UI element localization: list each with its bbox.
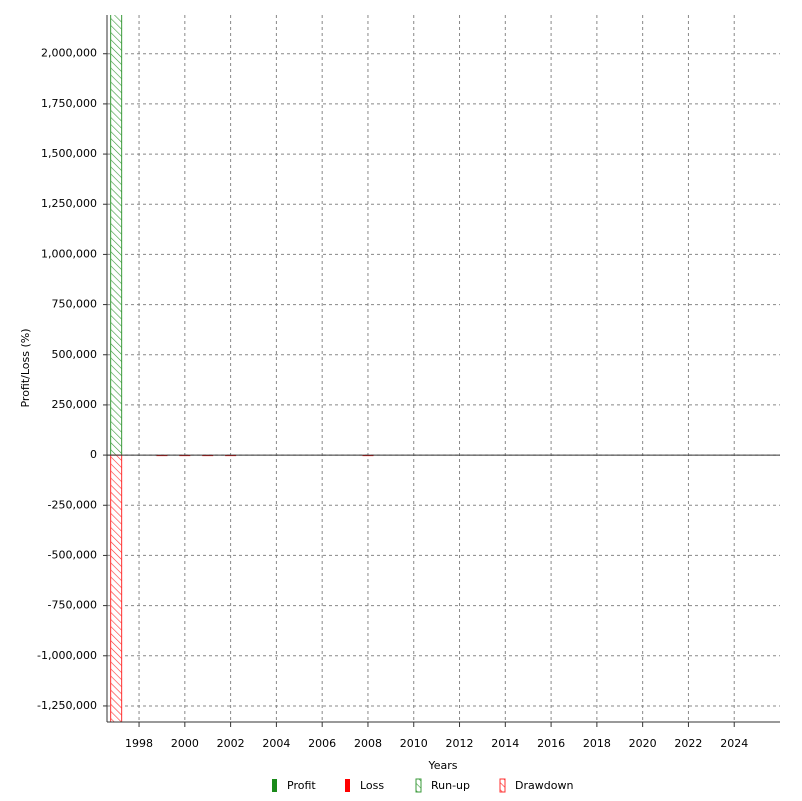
x-tick-label: 2002 xyxy=(217,737,245,750)
legend-label: Profit xyxy=(287,779,316,792)
legend-swatch xyxy=(272,779,277,792)
x-tick-label: 2006 xyxy=(308,737,336,750)
y-tick-label: 750,000 xyxy=(52,298,98,311)
bar xyxy=(362,455,374,457)
x-tick-label: 2024 xyxy=(720,737,748,750)
bar xyxy=(156,455,168,457)
y-tick-label: 1,000,000 xyxy=(41,247,97,260)
x-tick-label: 2022 xyxy=(674,737,702,750)
y-tick-label: 1,250,000 xyxy=(41,197,97,210)
x-tick-label: 2010 xyxy=(400,737,428,750)
y-tick-label: -250,000 xyxy=(48,498,97,511)
x-axis-label: Years xyxy=(427,759,457,772)
x-tick-label: 2000 xyxy=(171,737,199,750)
x-tick-label: 2016 xyxy=(537,737,565,750)
legend-swatch xyxy=(415,778,422,793)
x-tick-label: 2014 xyxy=(491,737,519,750)
x-tick-label: 2018 xyxy=(583,737,611,750)
bar xyxy=(110,15,123,456)
legend-label: Run-up xyxy=(431,779,470,792)
x-tick-label: 1998 xyxy=(125,737,153,750)
legend-swatch xyxy=(345,779,350,792)
y-tick-label: 250,000 xyxy=(52,398,98,411)
bar xyxy=(110,454,123,722)
x-tick-label: 2020 xyxy=(629,737,657,750)
bar xyxy=(225,455,237,457)
y-tick-label: 1,500,000 xyxy=(41,147,97,160)
y-tick-label: 2,000,000 xyxy=(41,47,97,60)
y-tick-label: 500,000 xyxy=(52,348,98,361)
legend-label: Drawdown xyxy=(515,779,573,792)
y-tick-label: -1,000,000 xyxy=(37,649,97,662)
x-tick-label: 2008 xyxy=(354,737,382,750)
y-tick-label: -1,250,000 xyxy=(37,699,97,712)
y-tick-label: -750,000 xyxy=(48,599,97,612)
x-tick-label: 2012 xyxy=(446,737,474,750)
bar xyxy=(202,455,214,457)
y-tick-label: 0 xyxy=(90,448,97,461)
legend-label: Loss xyxy=(360,779,384,792)
x-tick-label: 2004 xyxy=(262,737,290,750)
y-tick-label: 1,750,000 xyxy=(41,97,97,110)
bar xyxy=(179,455,191,457)
y-tick-label: -500,000 xyxy=(48,548,97,561)
legend-swatch xyxy=(499,778,506,793)
y-axis-label: Profit/Loss (%) xyxy=(19,328,32,407)
